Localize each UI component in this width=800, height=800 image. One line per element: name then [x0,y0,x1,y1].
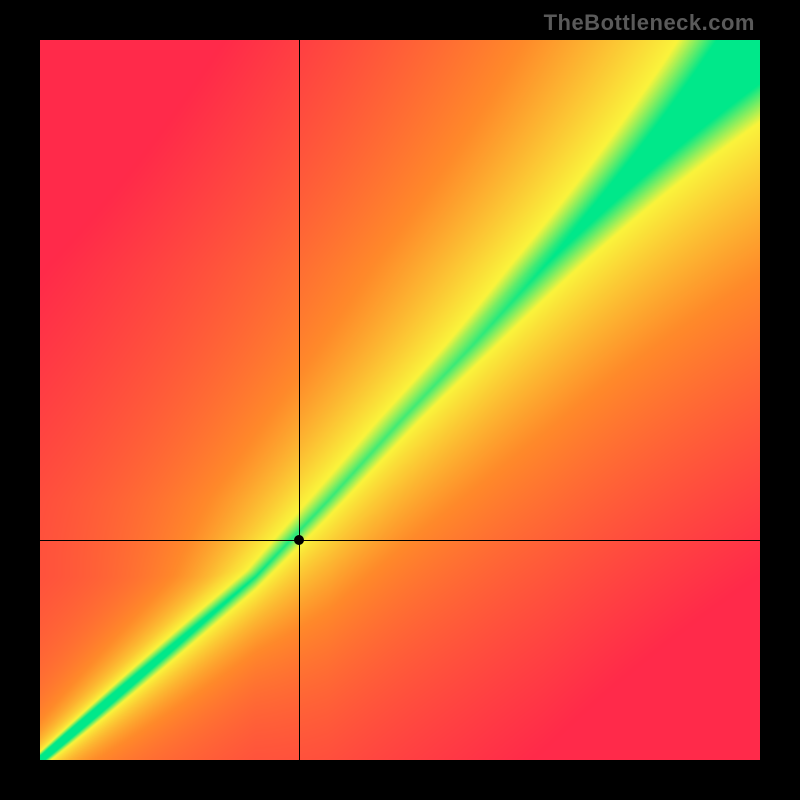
bottleneck-heatmap [40,40,760,760]
crosshair-horizontal [40,540,760,541]
crosshair-vertical [299,40,300,760]
chart-area [40,40,760,760]
watermark-text: TheBottleneck.com [544,10,755,36]
selection-marker [294,535,304,545]
